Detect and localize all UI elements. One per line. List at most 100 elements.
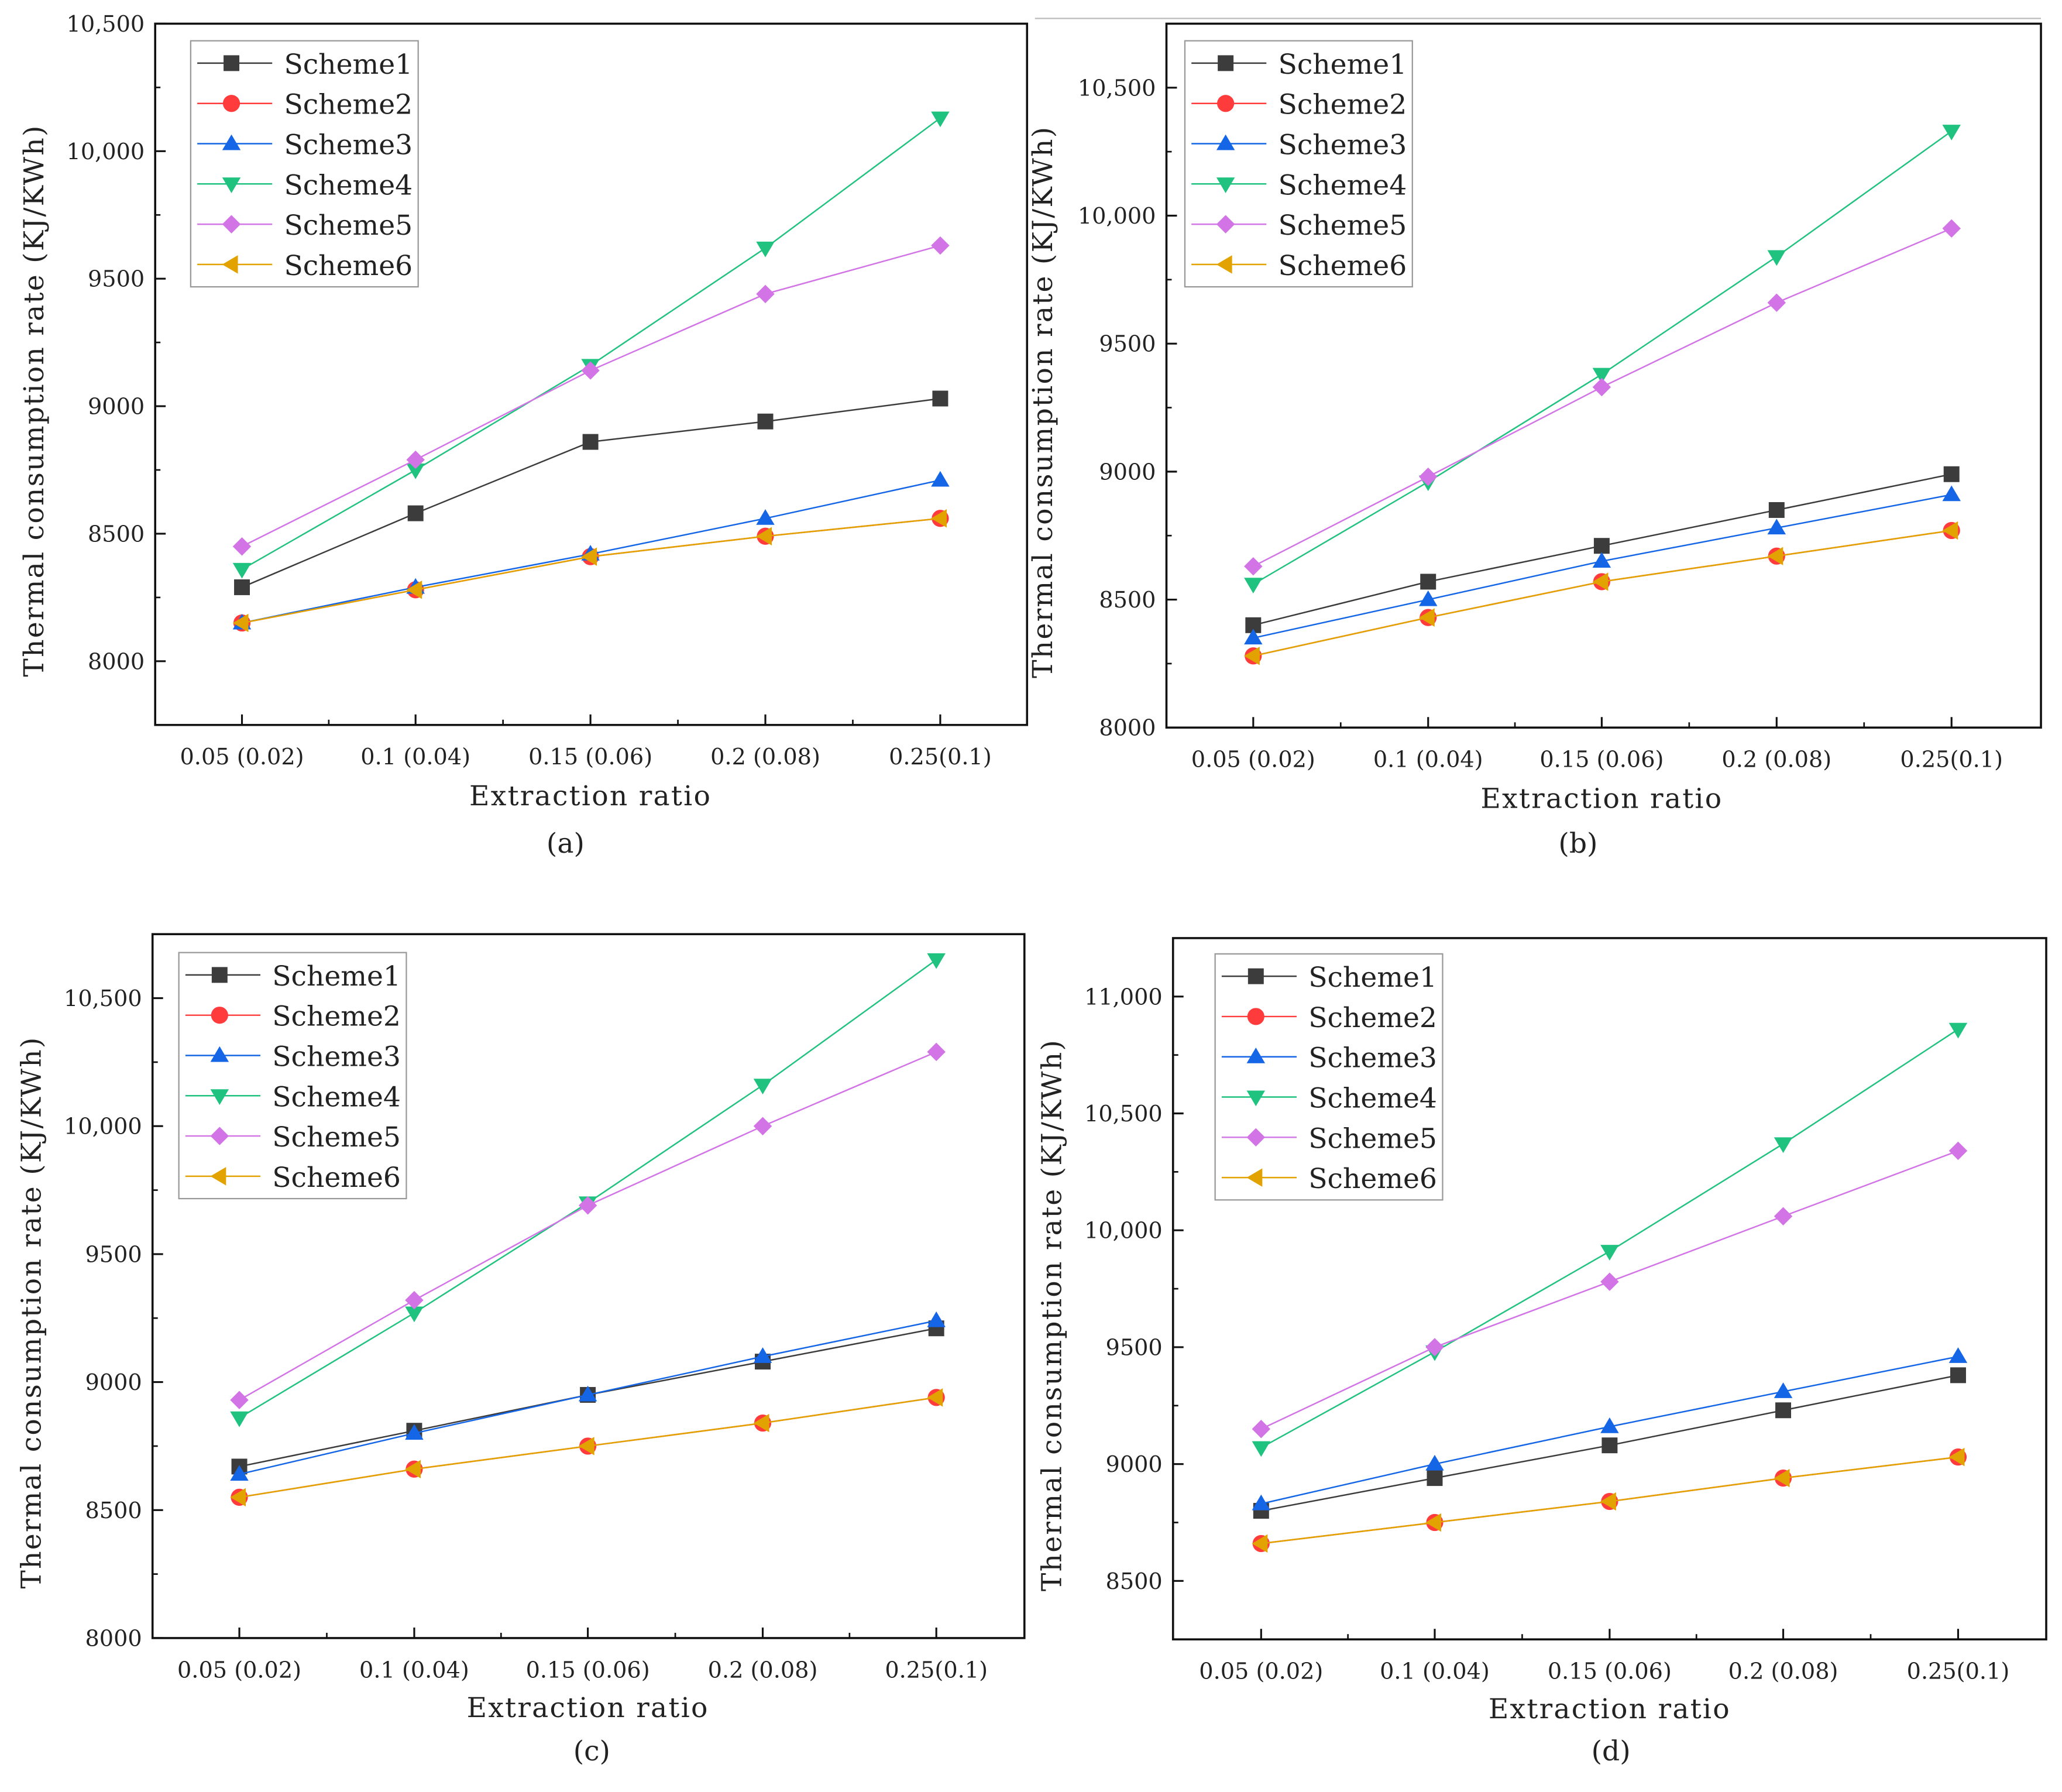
y-tick-label: 10,500 [67,12,145,37]
x-tick-label: 0.25(0.1) [889,744,992,770]
data-point [1948,1447,1965,1467]
legend-item: Scheme5 [1221,1122,1437,1155]
legend-label: Scheme4 [272,1081,401,1113]
legend-item: Scheme6 [185,1162,401,1194]
data-point [405,1424,424,1440]
data-point [581,547,597,566]
legend-label: Scheme2 [284,89,413,121]
x-tick-label: 0.15 (0.06) [1548,1659,1672,1685]
y-axis-label: Thermal consumption rate (KJ/KWh) [1036,1039,1068,1591]
data-point [405,1460,421,1479]
chart-panel-d: 8500 9000 9500 10,000 10,500 11,000 0.05 (0.02… [1036,937,2047,1767]
series-scheme6 [230,1388,943,1507]
data-point [1948,1347,1968,1363]
y-axis-label: Thermal consumption rate (KJ/KWh) [16,1036,48,1588]
data-point [1244,629,1263,645]
y-tick-label: 10,000 [1078,204,1156,229]
legend-label: Scheme1 [1279,49,1407,81]
data-point [1942,521,1958,540]
legend-item: Scheme2 [185,1001,401,1033]
data-point [931,509,947,528]
legend-item: Scheme6 [197,250,413,282]
data-point [405,1290,424,1310]
data-point [234,579,250,595]
x-tick-label: 0.1 (0.04) [1380,1659,1490,1685]
legend-item: Scheme6 [1221,1163,1437,1195]
data-point [1768,502,1785,518]
legend-label: Scheme3 [272,1041,401,1073]
x-tick-label: 0.05 (0.02) [180,744,304,770]
data-point [230,1488,246,1507]
legend-box [1184,40,1413,288]
data-point [1244,557,1263,576]
data-point [1252,1441,1271,1457]
panel-label: (c) [573,1735,610,1767]
chart-panel-c: 8000 8500 9000 9500 10,000 10,500 0.05 (0.02) 0… [16,933,1026,1767]
x-tick-label: 0.15 (0.06) [526,1657,650,1683]
y-tick-label: 9000 [88,394,145,420]
legend-marker-icon [1246,1090,1266,1107]
legend-item: Scheme2 [1191,89,1407,121]
legend-marker-icon [1246,1168,1263,1187]
legend-label: Scheme1 [1308,962,1437,994]
data-point [756,527,772,546]
legend-marker-icon [1246,1128,1266,1147]
data-point [1418,608,1435,627]
legend-label: Scheme1 [272,960,401,993]
data-point [1592,377,1611,397]
data-point [1775,1402,1792,1419]
legend-marker-icon [1247,1008,1264,1025]
data-point [578,1196,597,1215]
series-scheme6 [1244,521,1958,665]
y-tick-label: 9500 [1106,1335,1163,1361]
legend-marker-icon [222,134,241,150]
data-point [1592,572,1609,591]
data-point [1425,1338,1444,1357]
y-tick-label: 8500 [1099,588,1156,613]
legend-marker-icon [224,55,240,71]
x-tick-label: 0.05 (0.02) [177,1657,301,1683]
series-scheme6 [232,509,947,633]
x-tick-label: 0.2 (0.08) [1721,747,1831,773]
legend-marker-icon [210,1046,229,1062]
legend-item: Scheme5 [1191,210,1407,242]
data-point [927,953,946,969]
data-point [1592,552,1611,568]
legend-item: Scheme2 [197,89,413,121]
data-point [1600,1245,1619,1261]
data-point [1942,485,1961,502]
legend: Scheme1 Scheme2 Scheme3 Scheme4 Scheme5 Schem… [1214,953,1444,1201]
legend-item: Scheme4 [185,1081,401,1113]
data-point [578,1437,594,1455]
data-point [1774,1207,1793,1225]
data-point [1593,538,1610,554]
data-point [232,537,252,556]
x-tick-label: 0.2 (0.08) [710,744,820,770]
series-line [241,245,941,547]
series-scheme3 [1252,1347,1968,1511]
data-point [1420,574,1436,590]
data-point [931,471,950,487]
series-scheme3 [232,471,950,630]
x-tick-label: 0.15 (0.06) [1539,747,1664,773]
x-tick-label: 0.1 (0.04) [359,1657,469,1683]
y-tick-label: 8000 [88,649,145,675]
data-point [1767,519,1786,535]
legend-marker-icon [1246,1047,1266,1063]
legend-box [1214,953,1444,1201]
x-axis-label: Extraction ratio [467,1692,709,1724]
y-tick-label: 11,000 [1084,984,1163,1010]
chart-panel-b: 8000 8500 9000 9500 10,000 10,500 0.05 (0.02) 0… [1027,18,2042,860]
legend-marker-icon [211,967,228,983]
data-point [1600,1272,1619,1291]
y-tick-label: 10,000 [64,1114,142,1140]
y-axis-label: Thermal consumption rate (KJ/KWh) [1027,126,1059,678]
legend-label: Scheme4 [1279,169,1407,201]
data-point [927,1042,946,1062]
legend-label: Scheme3 [1279,129,1407,161]
legend-marker-icon [1216,255,1232,274]
legend-item: Scheme1 [1191,49,1407,81]
legend-label: Scheme5 [272,1121,401,1154]
y-tick-label: 9000 [1106,1452,1163,1478]
data-point [1427,1470,1443,1487]
